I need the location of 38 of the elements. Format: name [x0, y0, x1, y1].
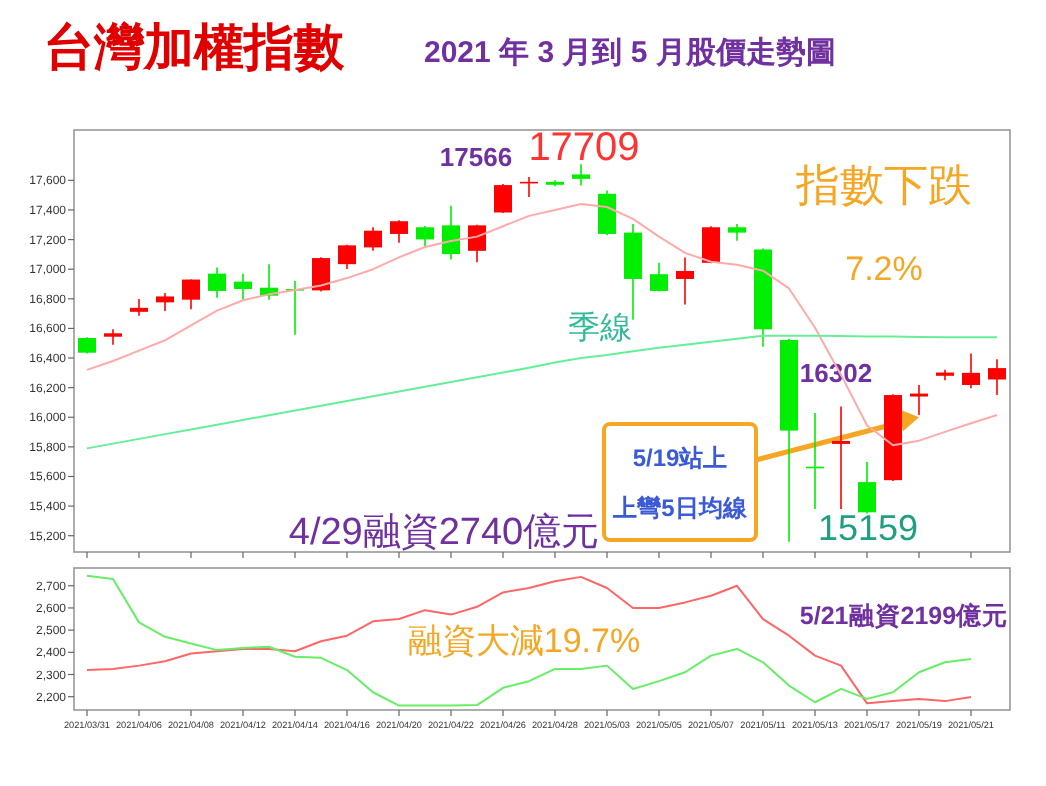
annotation: 指數下跌	[794, 160, 972, 210]
candlestick	[962, 352, 980, 390]
candlestick	[676, 256, 694, 306]
candlestick	[208, 266, 226, 299]
candlestick	[156, 292, 174, 312]
candlestick	[988, 358, 1006, 396]
candlestick	[234, 272, 252, 301]
candlestick	[442, 205, 460, 261]
candlestick	[104, 328, 122, 346]
candlestick	[494, 183, 512, 214]
annotation: 17709	[528, 126, 640, 170]
chart-title: 台灣加權指數	[44, 20, 346, 76]
candlestick	[338, 243, 356, 270]
candlestick	[312, 256, 330, 293]
candlestick	[910, 384, 928, 416]
candlestick	[130, 298, 148, 317]
annotation: 15159	[817, 508, 919, 548]
candlestick	[832, 405, 850, 510]
candlestick	[572, 163, 590, 187]
annotation: 17566	[439, 142, 513, 172]
line-series	[86, 203, 998, 447]
candlestick	[182, 278, 200, 310]
annotation: 16302	[799, 358, 873, 388]
candlestick	[364, 226, 382, 252]
chart-subtitle: 2021 年 3 月到 5 月股價走勢圖	[424, 36, 836, 70]
annotation: 5/21融資2199億元	[799, 600, 1009, 630]
annotation: 5/19站上	[632, 444, 728, 472]
candlestick	[858, 461, 876, 515]
annotation: 季線	[568, 310, 632, 346]
candlestick	[390, 219, 408, 244]
candlestick	[702, 225, 720, 265]
annotation: 融資大減19.7%	[407, 622, 641, 660]
annotation: 7.2%	[845, 250, 923, 288]
annotation: 4/29融資2740億元	[288, 512, 600, 554]
candlestick	[598, 189, 616, 236]
candlestick	[416, 225, 434, 247]
candlestick	[650, 262, 668, 293]
annotation: 上彎5日均線	[611, 494, 749, 522]
